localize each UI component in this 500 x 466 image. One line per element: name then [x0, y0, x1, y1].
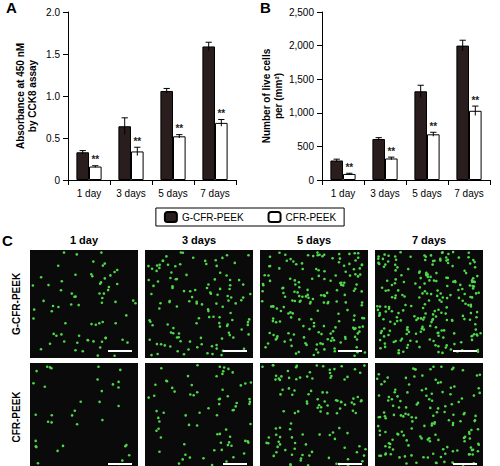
- svg-text:Number of live cells: Number of live cells: [261, 48, 272, 143]
- svg-text:1.0: 1.0: [46, 91, 60, 102]
- svg-text:0: 0: [54, 175, 60, 186]
- svg-text:1 day: 1 day: [70, 234, 99, 246]
- svg-text:2,500: 2,500: [289, 7, 314, 18]
- svg-text:CFR-PEEK: CFR-PEEK: [11, 391, 22, 443]
- svg-text:3 days: 3 days: [182, 234, 216, 246]
- svg-text:5 days: 5 days: [158, 188, 187, 199]
- svg-text:CFR-PEEK: CFR-PEEK: [286, 212, 337, 223]
- svg-text:by CCK8 assay: by CCK8 assay: [27, 59, 38, 132]
- svg-text:**: **: [387, 146, 395, 157]
- svg-text:2,000: 2,000: [289, 40, 314, 51]
- svg-text:5 days: 5 days: [412, 188, 441, 199]
- svg-text:G-CFR-PEEK: G-CFR-PEEK: [11, 272, 22, 335]
- svg-text:7 days: 7 days: [200, 188, 229, 199]
- svg-text:A: A: [6, 0, 17, 16]
- svg-text:**: **: [471, 95, 479, 106]
- svg-text:1.5: 1.5: [46, 49, 60, 60]
- svg-text:**: **: [91, 154, 99, 165]
- svg-text:B: B: [260, 0, 271, 16]
- svg-text:**: **: [345, 162, 353, 173]
- svg-text:7 days: 7 days: [412, 234, 446, 246]
- svg-text:G-CFR-PEEK: G-CFR-PEEK: [182, 212, 244, 223]
- svg-text:**: **: [175, 123, 183, 134]
- svg-text:3 days: 3 days: [116, 188, 145, 199]
- svg-text:**: **: [217, 108, 225, 119]
- svg-text:0.5: 0.5: [46, 133, 60, 144]
- svg-text:**: **: [429, 121, 437, 132]
- svg-text:2.0: 2.0: [46, 7, 60, 18]
- svg-text:3 days: 3 days: [370, 188, 399, 199]
- svg-text:1 day: 1 day: [331, 188, 355, 199]
- svg-text:0: 0: [308, 175, 314, 186]
- svg-text:1,000: 1,000: [289, 107, 314, 118]
- svg-text:500: 500: [297, 141, 314, 152]
- svg-text:Absorbance at 450 nM: Absorbance at 450 nM: [15, 43, 26, 149]
- svg-text:1,500: 1,500: [289, 74, 314, 85]
- svg-text:5 days: 5 days: [297, 234, 331, 246]
- svg-text:per (mm²): per (mm²): [273, 73, 284, 119]
- svg-text:C: C: [2, 232, 13, 249]
- svg-text:1 day: 1 day: [77, 188, 101, 199]
- svg-text:7 days: 7 days: [454, 188, 483, 199]
- svg-text:**: **: [133, 136, 141, 147]
